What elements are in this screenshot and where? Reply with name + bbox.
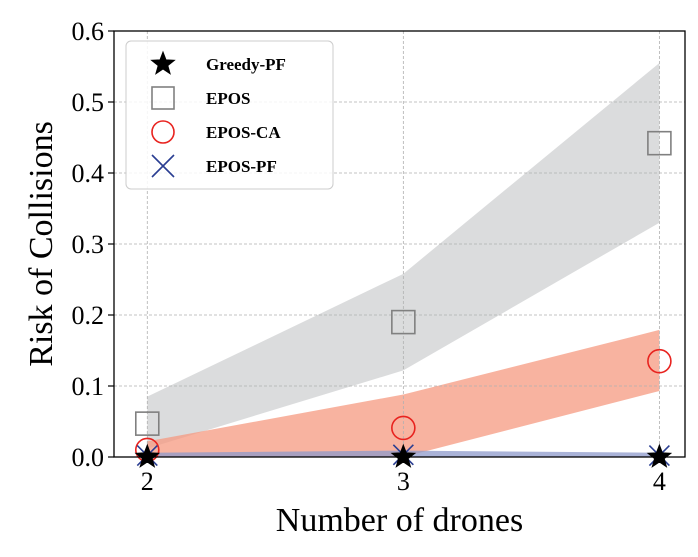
legend-label: Greedy-PF: [206, 55, 286, 74]
legend-label: EPOS: [206, 89, 250, 108]
legend-label: EPOS-PF: [206, 157, 277, 176]
legend-marker-epos: [151, 86, 175, 110]
x-tick-label: 4: [653, 467, 666, 496]
y-tick-label: 0.4: [72, 159, 105, 188]
marker-epos-ca: [391, 415, 416, 441]
x-tick-label: 2: [141, 467, 154, 496]
y-tick-label: 0.5: [72, 88, 105, 117]
x-tick-label: 3: [397, 467, 410, 496]
marker-epos-ca: [647, 348, 672, 374]
marker-epos: [647, 130, 672, 156]
legend: Greedy-PF EPOS EPOS-CA EPOS-PF: [125, 40, 334, 190]
y-tick-label: 0.2: [72, 301, 105, 330]
band-epos: [147, 62, 660, 449]
y-axis-label: Risk of Collisions: [23, 121, 60, 367]
x-axis-label: Number of drones: [276, 502, 523, 539]
y-tick-label: 0.6: [72, 17, 105, 46]
band-epos-ca: [147, 329, 660, 457]
y-tick-label: 0.1: [72, 372, 105, 401]
marker-epos: [134, 411, 160, 436]
legend-marker-greedy-pf: [150, 50, 176, 75]
legend-marker-epos-pf: [151, 154, 175, 178]
legend-marker-epos-ca: [151, 120, 175, 144]
legend-box: [125, 40, 334, 190]
axis-ticks: 0.0 0.1 0.2 0.3 0.4 0.5 0.6 2 3 4: [72, 17, 666, 496]
legend-label: EPOS-CA: [206, 123, 281, 142]
y-tick-label: 0.3: [72, 230, 105, 259]
y-tick-label: 0.0: [72, 443, 105, 472]
marker-epos: [391, 309, 416, 335]
